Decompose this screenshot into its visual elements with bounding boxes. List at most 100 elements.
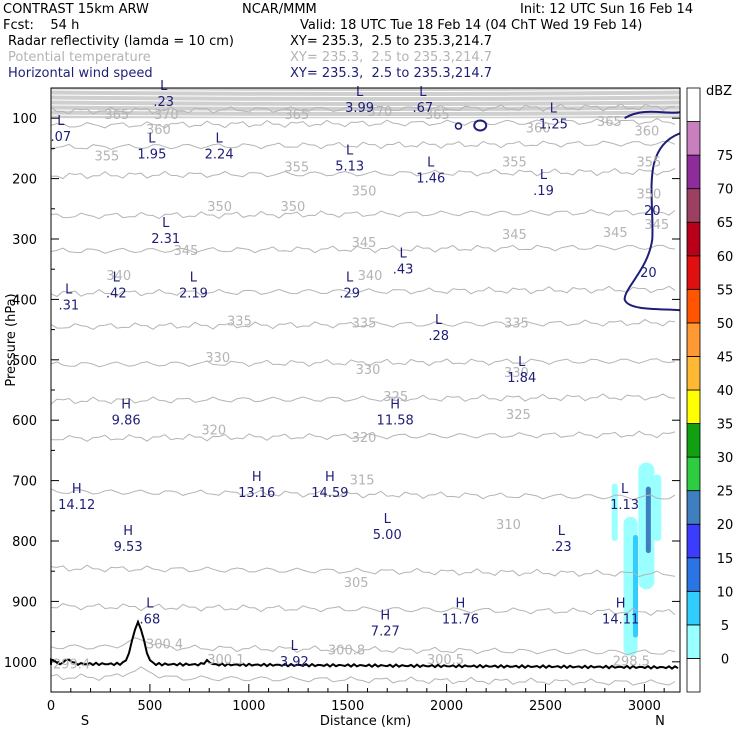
theta-contour-370 xyxy=(50,103,676,115)
colorbar-swatch xyxy=(686,523,701,559)
theta-label: 355 xyxy=(636,156,661,171)
theta-label: 340 xyxy=(358,269,383,284)
theta-label: 330 xyxy=(356,363,381,378)
wind-extremum-kind: L xyxy=(384,512,392,527)
field-theta-coords: XY= 235.3, 2.5 to 235.3,214.7 xyxy=(290,50,493,65)
wind-extremum-value: 9.53 xyxy=(114,540,143,555)
x-end-label-right: N xyxy=(655,714,665,729)
wind-contour-label: 20 xyxy=(644,204,661,219)
theta-label: 345 xyxy=(174,244,199,259)
colorbar-label: 15 xyxy=(717,552,734,567)
colorbar-swatch xyxy=(686,456,701,492)
y-tick-label: 100 xyxy=(12,112,37,127)
y-axis-title: Pressure (hPa) xyxy=(4,293,19,386)
field-theta-label: Potential temperature xyxy=(8,50,151,65)
wind-extremum-kind: L xyxy=(518,355,526,370)
wind-extremum-value: 13.16 xyxy=(238,486,275,501)
y-tick-label: 800 xyxy=(12,535,37,550)
colorbar-swatch xyxy=(686,423,701,458)
theta-label: 365 xyxy=(597,115,622,130)
wind-extremum-value: 14.59 xyxy=(311,486,348,501)
theta-label: 325 xyxy=(506,408,531,423)
theta-label: 330 xyxy=(205,351,230,366)
theta-contour-330 xyxy=(50,358,676,368)
theta-label: 300.5 xyxy=(427,653,464,668)
y-tick-label: 1000 xyxy=(4,656,37,671)
x-axis-title: Distance (km) xyxy=(320,714,411,729)
theta-label: 355 xyxy=(95,150,120,165)
upper-band-line xyxy=(50,104,681,107)
colorbar-label: 70 xyxy=(717,183,734,198)
wind-extremum-kind: L xyxy=(291,639,299,654)
wind-extremum-kind: L xyxy=(148,132,156,147)
colorbar-label: 30 xyxy=(717,451,734,466)
y-tick-label: 400 xyxy=(12,293,37,308)
wind-extremum-kind: L xyxy=(346,144,354,159)
theta-label: 305 xyxy=(344,576,369,591)
wind-extremum-kind: H xyxy=(123,524,133,539)
theta-label: 360 xyxy=(635,124,660,139)
theta-label: 355 xyxy=(502,156,527,171)
wind-extremum-kind: H xyxy=(325,470,335,485)
theta-label: 330 xyxy=(504,366,529,381)
wind-contour-20 xyxy=(624,110,681,120)
header-valid: Valid: 18 UTC Tue 18 Feb 14 (04 ChT Wed … xyxy=(300,18,643,33)
wind-extremum-kind: L xyxy=(558,524,566,539)
wind-extremum-value: .43 xyxy=(393,262,414,277)
x-end-label-left: S xyxy=(81,714,89,729)
reflectivity-streak xyxy=(632,534,638,638)
theta-label: 350 xyxy=(280,200,305,215)
wind-extremum-value: .28 xyxy=(428,329,449,344)
colorbar-label: 35 xyxy=(717,418,734,433)
colorbar-swatch xyxy=(686,188,701,223)
theta-contour-305 xyxy=(50,603,676,616)
theta-label: 299.4 xyxy=(53,658,90,673)
wind-extremum-value: 11.58 xyxy=(377,413,414,428)
wind-extremum-kind: L xyxy=(435,313,443,328)
wind-extremum-kind: L xyxy=(621,482,629,497)
theta-label: 360 xyxy=(526,121,551,136)
theta-contour-295 xyxy=(50,666,676,686)
theta-label: 335 xyxy=(504,316,529,331)
colorbar-swatch xyxy=(686,658,701,693)
x-tick-label: 2000 xyxy=(430,699,463,714)
colorbar-label: 10 xyxy=(717,585,734,600)
wind-extremum-value: 1.13 xyxy=(610,498,639,513)
upper-theta-band xyxy=(51,88,680,119)
y-tick-label: 600 xyxy=(12,414,37,429)
wind-extremum-kind: H xyxy=(390,397,400,412)
wind-extremum-kind: L xyxy=(113,271,121,286)
theta-label: 345 xyxy=(352,236,377,251)
colorbar-label: 25 xyxy=(717,485,734,500)
colorbar-swatch xyxy=(686,87,701,122)
wind-extremum-value: 5.00 xyxy=(373,528,402,543)
reflectivity-streak xyxy=(653,474,662,541)
field-reflectivity-coords: XY= 235.3, 2.5 to 235.3,214.7 xyxy=(290,34,493,49)
upper-band-line xyxy=(50,94,681,97)
theta-label: 345 xyxy=(644,218,669,233)
theta-contour-365 xyxy=(50,117,676,129)
field-wind-coords: XY= 235.3, 2.5 to 235.3,214.7 xyxy=(290,66,493,81)
wind-extremum-value: .29 xyxy=(339,287,360,302)
wind-extremum-value: 3.92 xyxy=(280,655,309,670)
colorbar-swatch xyxy=(686,557,701,592)
theta-label: 320 xyxy=(201,423,226,438)
theta-label: 300.1 xyxy=(207,653,244,668)
wind-extremum-kind: L xyxy=(540,168,548,183)
wind-extremum-kind: H xyxy=(380,609,390,624)
wind-extremum-kind: L xyxy=(65,283,73,298)
wind-extremum-value: 2.19 xyxy=(179,287,208,302)
terrain-line xyxy=(50,619,679,670)
colorbar-label: 40 xyxy=(717,384,734,399)
wind-extremum-kind: L xyxy=(550,101,558,116)
theta-label: 360 xyxy=(146,123,171,138)
theta-label: 340 xyxy=(106,269,131,284)
colorbar-swatch xyxy=(686,389,701,424)
theta-label: 365 xyxy=(284,108,309,123)
wind-extremum-value: 3.99 xyxy=(345,101,374,116)
colorbar-swatch xyxy=(686,590,701,626)
reflectivity-streak xyxy=(611,483,618,541)
colorbar-label: 50 xyxy=(717,317,734,332)
theta-label: 320 xyxy=(352,431,377,446)
header-init: Init: 12 UTC Sun 16 Feb 14 xyxy=(520,2,694,17)
